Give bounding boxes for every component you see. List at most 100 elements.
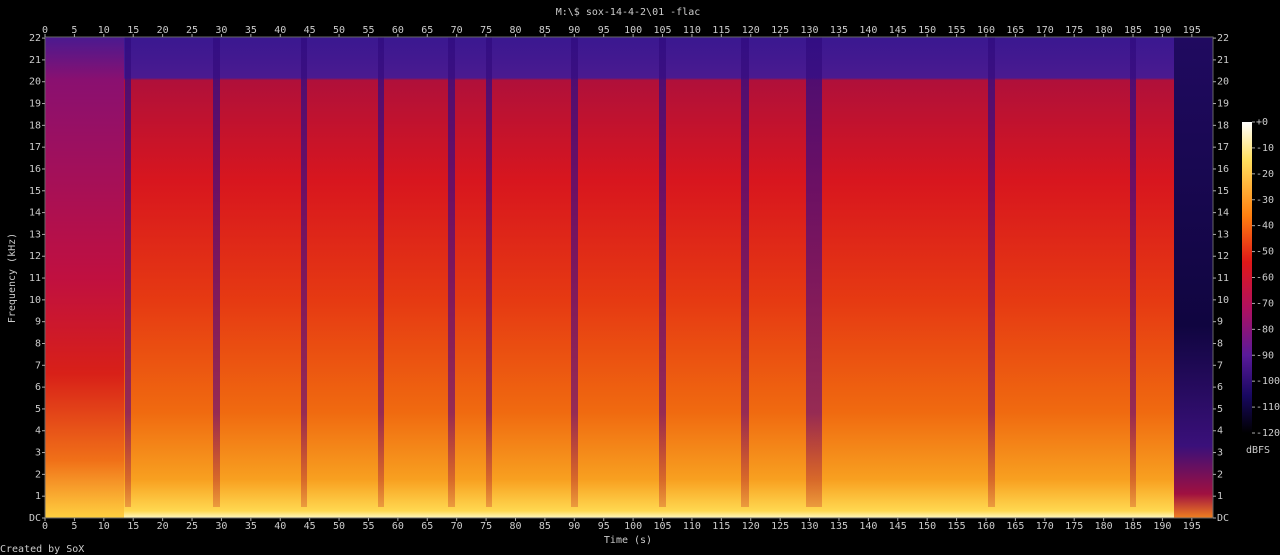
y-tick-label: 8 <box>35 338 41 349</box>
y-tick-label: 20 <box>1217 77 1229 88</box>
y-tick-label: 10 <box>29 295 41 306</box>
x-tick-label: 5 <box>71 521 77 532</box>
colorbar-tick-label: -90 <box>1256 350 1274 361</box>
y-tick-label: 9 <box>1217 317 1223 328</box>
x-tick-label: 55 <box>362 25 374 36</box>
y-tick-label: 2 <box>35 469 41 480</box>
x-tick-label: 110 <box>683 521 701 532</box>
x-tick-label: 95 <box>598 521 610 532</box>
x-tick-label: 175 <box>1065 521 1083 532</box>
x-tick-label: 20 <box>157 521 169 532</box>
y-tick-label: 14 <box>1217 208 1229 219</box>
y-tick-label: 9 <box>35 317 41 328</box>
colorbar-label: dBFS <box>1246 445 1270 456</box>
colorbar-tick-label: -80 <box>1256 324 1274 335</box>
x-tick-label: 110 <box>683 25 701 36</box>
x-tick-label: 90 <box>568 25 580 36</box>
x-tick-label: 25 <box>186 521 198 532</box>
y-tick-label: 16 <box>1217 164 1229 175</box>
x-tick-label: 195 <box>1183 521 1201 532</box>
x-tick-label: 180 <box>1095 25 1113 36</box>
x-tick-label: 90 <box>568 521 580 532</box>
x-tick-label: 195 <box>1183 25 1201 36</box>
x-tick-label: 155 <box>948 25 966 36</box>
x-tick-label: 10 <box>98 521 110 532</box>
x-tick-label: 85 <box>539 521 551 532</box>
x-tick-label: 115 <box>712 25 730 36</box>
x-tick-label: 125 <box>771 521 789 532</box>
x-tick-label: 85 <box>539 25 551 36</box>
x-tick-label: 30 <box>215 521 227 532</box>
x-tick-label: 25 <box>186 25 198 36</box>
y-tick-label: 2 <box>1217 469 1223 480</box>
y-tick-label: 21 <box>29 55 41 66</box>
colorbar-tick-label: -10 <box>1256 143 1274 154</box>
y-tick-label: 18 <box>1217 120 1229 131</box>
y-tick-label: 19 <box>1217 99 1229 110</box>
y-tick-label: 20 <box>29 77 41 88</box>
colorbar-tick-label: -40 <box>1256 221 1274 232</box>
y-tick-label: 1 <box>35 491 41 502</box>
x-tick-label: 140 <box>859 521 877 532</box>
y-tick-label: 15 <box>1217 186 1229 197</box>
colorbar-tick-label: -100 <box>1256 376 1280 387</box>
x-tick-label: 95 <box>598 25 610 36</box>
y-tick-label: 15 <box>29 186 41 197</box>
x-tick-label: 100 <box>624 25 642 36</box>
x-tick-label: 60 <box>392 25 404 36</box>
x-tick-label: 100 <box>624 521 642 532</box>
y-tick-label: 18 <box>29 120 41 131</box>
y-axis-label: Frequency (kHz) <box>7 233 18 323</box>
colorbar-tick-label: -50 <box>1256 247 1274 258</box>
x-tick-label: 130 <box>801 521 819 532</box>
y-tick-label: 21 <box>1217 55 1229 66</box>
x-tick-label: 30 <box>215 25 227 36</box>
x-tick-label: 65 <box>421 521 433 532</box>
x-tick-label: 185 <box>1124 521 1142 532</box>
x-tick-label: 35 <box>245 521 257 532</box>
y-tick-label: 17 <box>29 142 41 153</box>
x-tick-label: 175 <box>1065 25 1083 36</box>
y-tick-label: 3 <box>1217 448 1223 459</box>
x-tick-label: 120 <box>742 25 760 36</box>
colorbar-tick-label: -60 <box>1256 273 1274 284</box>
x-tick-label: 60 <box>392 521 404 532</box>
x-tick-label: 70 <box>451 521 463 532</box>
x-tick-label: 75 <box>480 25 492 36</box>
x-tick-label: 0 <box>42 521 48 532</box>
colorbar <box>1242 122 1252 433</box>
y-tick-label: 11 <box>29 273 41 284</box>
x-tick-label: 125 <box>771 25 789 36</box>
x-tick-label: 70 <box>451 25 463 36</box>
x-tick-label: 190 <box>1153 25 1171 36</box>
spectrogram-image <box>45 37 1213 518</box>
y-tick-label: 22 <box>29 33 41 44</box>
x-tick-label: 45 <box>304 521 316 532</box>
y-tick-label: 17 <box>1217 142 1229 153</box>
y-tick-label: 5 <box>35 404 41 415</box>
colorbar-tick-label: -120 <box>1256 428 1280 439</box>
x-tick-label: 185 <box>1124 25 1142 36</box>
x-tick-label: 150 <box>918 521 936 532</box>
x-tick-label: 40 <box>274 25 286 36</box>
x-tick-label: 15 <box>127 521 139 532</box>
x-tick-label: 80 <box>509 521 521 532</box>
x-tick-label: 145 <box>889 25 907 36</box>
y-tick-label: 4 <box>1217 426 1223 437</box>
x-tick-label: 50 <box>333 25 345 36</box>
y-tick-label: 1 <box>1217 491 1223 502</box>
y-tick-label: 10 <box>1217 295 1229 306</box>
footer: Created by SoX <box>0 544 84 555</box>
y-tick-label: 13 <box>29 229 41 240</box>
y-tick-label: 14 <box>29 208 41 219</box>
x-tick-label: 165 <box>1006 521 1024 532</box>
x-axis-label: Time (s) <box>604 535 652 546</box>
x-tick-label: 75 <box>480 521 492 532</box>
x-tick-label: 45 <box>304 25 316 36</box>
y-tick-label: 6 <box>35 382 41 393</box>
x-tick-label: 120 <box>742 521 760 532</box>
x-tick-label: 190 <box>1153 521 1171 532</box>
y-tick-label: 4 <box>35 426 41 437</box>
x-tick-label: 135 <box>830 25 848 36</box>
